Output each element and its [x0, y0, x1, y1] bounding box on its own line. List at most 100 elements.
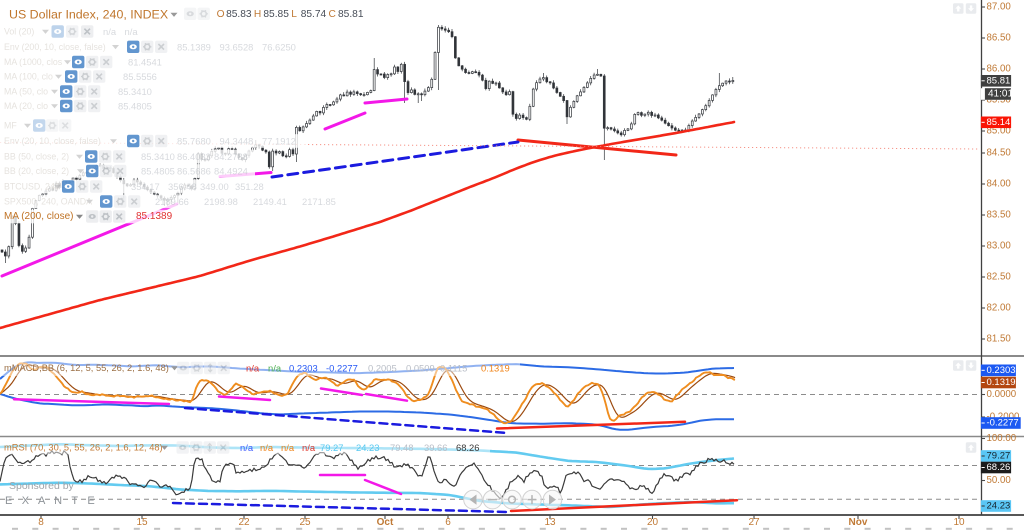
svg-text:24.23: 24.23	[356, 442, 379, 453]
svg-text:BB (20, close, 2): BB (20, close, 2)	[4, 166, 69, 176]
svg-text:L: L	[291, 9, 297, 20]
svg-text:79.48: 79.48	[390, 442, 413, 453]
svg-text:87.00: 87.00	[987, 2, 1012, 13]
svg-text:82.00: 82.00	[987, 303, 1012, 314]
svg-text:Env (20, 10, close, false): Env (20, 10, close, false)	[4, 136, 101, 146]
svg-text:86.50: 86.50	[987, 33, 1012, 44]
svg-text:24.23: 24.23	[987, 501, 1011, 512]
svg-text:Oct: Oct	[377, 517, 394, 528]
svg-text:86.00: 86.00	[987, 64, 1012, 75]
svg-text:8: 8	[38, 517, 44, 528]
svg-text:22: 22	[238, 517, 250, 528]
svg-text:US Dollar Index, 240, INDEX: US Dollar Index, 240, INDEX	[9, 8, 168, 22]
svg-text:MA (20, clo: MA (20, clo	[4, 101, 48, 111]
svg-text:2189.66: 2189.66	[155, 196, 189, 207]
svg-text:85.4805: 85.4805	[141, 166, 175, 177]
svg-text:15: 15	[136, 517, 148, 528]
svg-text:84.4924: 84.4924	[214, 166, 248, 177]
svg-text:86.5686: 86.5686	[177, 166, 211, 177]
svg-text:Vol (20): Vol (20)	[4, 27, 34, 37]
svg-text:Sponsored by: Sponsored by	[9, 480, 75, 492]
svg-text:79.27: 79.27	[987, 451, 1011, 462]
svg-text:85.7680: 85.7680	[177, 136, 211, 147]
svg-text:85.3410: 85.3410	[141, 151, 175, 162]
svg-text:85.00: 85.00	[987, 126, 1012, 137]
svg-text:86.4033: 86.4033	[177, 151, 211, 162]
svg-text:84.2788: 84.2788	[214, 151, 248, 162]
svg-text:349.00: 349.00	[200, 181, 229, 192]
svg-text:-0.2277: -0.2277	[987, 418, 1019, 429]
svg-text:84.00: 84.00	[987, 179, 1012, 190]
svg-text:41:01: 41:01	[988, 89, 1013, 100]
svg-text:13: 13	[544, 517, 556, 528]
svg-text:BTCUSD, 240: BTCUSD, 240	[4, 182, 60, 192]
svg-text:83.50: 83.50	[987, 210, 1012, 221]
svg-text:81.4541: 81.4541	[128, 57, 162, 68]
svg-text:SPX500, 240, OANDA: SPX500, 240, OANDA	[4, 197, 92, 207]
svg-text:mMACD,BB (6, 12, 5, 55, 26, 2,: mMACD,BB (6, 12, 5, 55, 26, 2, 1.6, 48)	[4, 363, 169, 373]
svg-text:94.3448: 94.3448	[220, 136, 254, 147]
svg-text:93.6528: 93.6528	[220, 41, 254, 52]
svg-text:MA (1000, clos: MA (1000, clos	[4, 57, 63, 67]
svg-text:n/a: n/a	[268, 363, 282, 374]
svg-text:0.2303: 0.2303	[987, 365, 1016, 376]
svg-text:0.0000: 0.0000	[987, 389, 1017, 400]
svg-text:0.1319: 0.1319	[481, 363, 510, 374]
svg-text:0.2005: 0.2005	[368, 363, 397, 374]
svg-text:85.81: 85.81	[338, 9, 364, 20]
svg-text:85.50: 85.50	[987, 95, 1012, 106]
svg-text:68.26: 68.26	[987, 462, 1011, 473]
svg-text:MA (50, clo: MA (50, clo	[4, 87, 48, 97]
svg-text:0.1115: 0.1115	[440, 363, 467, 374]
svg-text:0.2303: 0.2303	[289, 363, 318, 374]
svg-text:O: O	[217, 9, 225, 20]
svg-text:n/a: n/a	[240, 442, 254, 453]
svg-text:n/a: n/a	[281, 442, 295, 453]
svg-text:85.1389: 85.1389	[136, 211, 173, 222]
svg-text:0.0509: 0.0509	[406, 363, 435, 374]
svg-text:85.83: 85.83	[226, 9, 252, 20]
svg-text:77.1912: 77.1912	[262, 136, 296, 147]
svg-text:25: 25	[299, 517, 311, 528]
svg-text:85.81: 85.81	[987, 75, 1011, 86]
svg-text:6: 6	[445, 517, 451, 528]
svg-text:2149.41: 2149.41	[253, 196, 287, 207]
svg-text:84.50: 84.50	[987, 148, 1012, 159]
svg-text:n/a: n/a	[125, 26, 139, 37]
svg-text:10: 10	[953, 517, 965, 528]
svg-text:27: 27	[748, 517, 760, 528]
svg-text:82.50: 82.50	[987, 272, 1012, 283]
svg-text:351.28: 351.28	[235, 181, 264, 192]
svg-text:100.00: 100.00	[987, 433, 1017, 444]
svg-text:76.6250: 76.6250	[262, 41, 296, 52]
svg-text:83.00: 83.00	[987, 241, 1012, 252]
svg-text:39.66: 39.66	[424, 442, 447, 453]
svg-text:n/a: n/a	[302, 442, 316, 453]
svg-text:20: 20	[647, 517, 659, 528]
svg-text:-0.2277: -0.2277	[326, 363, 358, 374]
svg-text:85.4805: 85.4805	[118, 101, 152, 112]
svg-text:-0.2000: -0.2000	[987, 412, 1020, 423]
svg-text:0.1319: 0.1319	[987, 377, 1016, 388]
svg-text:MF: MF	[4, 121, 17, 131]
svg-text:MA (100, clo: MA (100, clo	[4, 72, 53, 82]
svg-text:2171.85: 2171.85	[302, 196, 336, 207]
svg-text:C: C	[329, 9, 336, 20]
svg-text:2198.98: 2198.98	[204, 196, 238, 207]
svg-text:BB (50, close, 2): BB (50, close, 2)	[4, 152, 69, 162]
svg-text:E X A N T E: E X A N T E	[5, 495, 98, 507]
svg-text:81.50: 81.50	[987, 334, 1012, 345]
svg-text:85.5556: 85.5556	[123, 71, 157, 82]
svg-text:H: H	[254, 9, 261, 20]
svg-text:68.26: 68.26	[456, 442, 479, 453]
svg-text:79.27: 79.27	[320, 442, 343, 453]
svg-text:85.14: 85.14	[987, 117, 1011, 128]
svg-text:50.00: 50.00	[987, 475, 1012, 486]
svg-text:85.85: 85.85	[263, 9, 289, 20]
svg-text:n/a: n/a	[246, 363, 260, 374]
svg-text:85.74: 85.74	[301, 9, 327, 20]
svg-text:n/a: n/a	[103, 26, 117, 37]
svg-text:356.48: 356.48	[168, 181, 197, 192]
svg-text:mRSI (70, 30, 5, 55, 26, 2, 1.: mRSI (70, 30, 5, 55, 26, 2, 1.6, 12, 48)	[4, 443, 163, 453]
svg-text:MA (200, close): MA (200, close)	[4, 211, 73, 222]
